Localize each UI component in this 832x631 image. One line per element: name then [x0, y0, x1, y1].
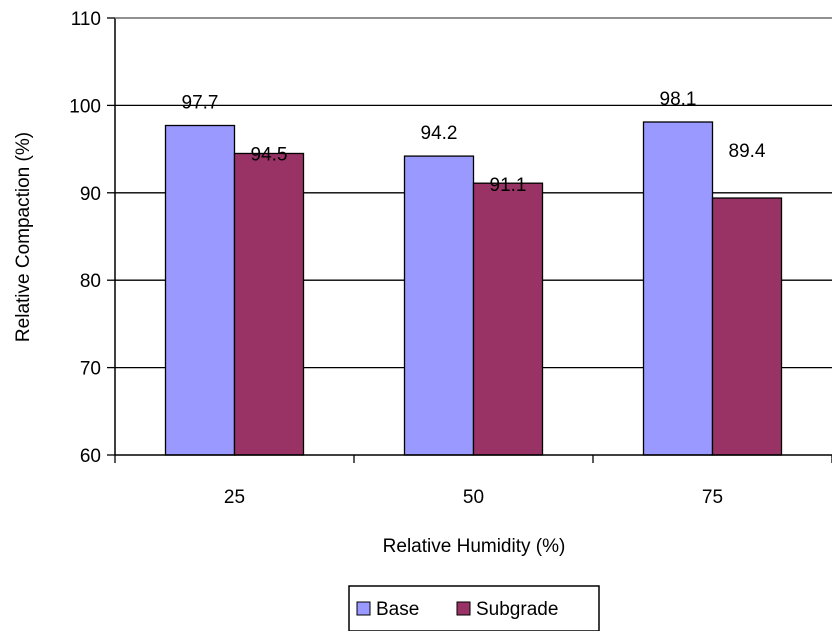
y-tick-label: 60 [80, 446, 101, 467]
bar-subgrade-25 [233, 152, 305, 456]
y-tick-label: 100 [69, 96, 101, 117]
x-tick-label: 75 [702, 487, 723, 508]
data-label-base-25: 97.7 [182, 93, 219, 114]
x-axis-title: Relative Humidity (%) [383, 536, 566, 557]
legend: Base Subgrade [348, 585, 600, 631]
y-tick-label: 90 [80, 184, 101, 205]
axes [107, 17, 832, 463]
y-axis-title: Relative Compaction (%) [13, 132, 34, 342]
legend-swatch-base [356, 601, 371, 616]
data-label-base-75: 98.1 [660, 89, 697, 110]
data-labels: 97.7 94.5 94.2 91.1 98.1 89.4 [182, 89, 766, 196]
legend-box [348, 585, 600, 631]
tick-labels: 60 70 80 90 100 110 25 50 75 [69, 9, 723, 508]
bar-subgrade-75 [711, 197, 783, 456]
x-tick-label: 50 [463, 487, 484, 508]
bar-subgrade-50 [472, 182, 544, 456]
y-tick-label: 110 [71, 9, 101, 30]
data-label-subgrade-50: 91.1 [490, 175, 527, 196]
bar-base-75 [642, 121, 714, 456]
legend-swatch-subgrade [456, 601, 471, 616]
legend-label-base: Base [376, 599, 419, 620]
y-tick-label: 80 [80, 271, 101, 292]
x-tick-label: 25 [224, 487, 245, 508]
data-label-base-50: 94.2 [421, 123, 458, 144]
bar-base-25 [164, 124, 236, 456]
legend-label-subgrade: Subgrade [476, 599, 558, 620]
bar-base-50 [403, 155, 475, 456]
data-label-subgrade-25: 94.5 [251, 145, 288, 166]
bars [164, 121, 783, 456]
y-tick-label: 70 [80, 359, 101, 380]
data-label-subgrade-75: 89.4 [729, 141, 766, 162]
